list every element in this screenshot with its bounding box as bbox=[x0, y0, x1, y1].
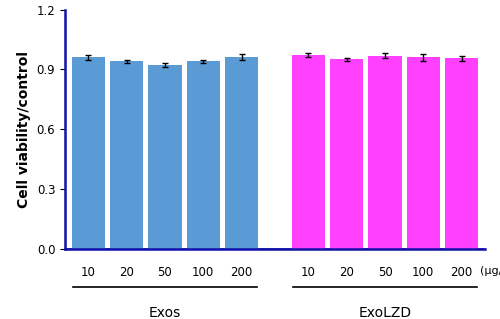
Bar bbox=[225, 57, 258, 249]
Bar bbox=[292, 55, 325, 249]
Bar bbox=[445, 58, 478, 249]
Text: 10: 10 bbox=[81, 265, 96, 278]
Bar bbox=[406, 57, 440, 249]
Y-axis label: Cell viability/control: Cell viability/control bbox=[17, 51, 31, 208]
Bar bbox=[148, 65, 182, 249]
Bar bbox=[330, 59, 364, 249]
Bar bbox=[368, 56, 402, 249]
Text: 100: 100 bbox=[192, 265, 214, 278]
Text: 200: 200 bbox=[230, 265, 252, 278]
Text: 100: 100 bbox=[412, 265, 434, 278]
Bar bbox=[110, 62, 144, 249]
Text: 20: 20 bbox=[340, 265, 354, 278]
Text: Exos: Exos bbox=[149, 306, 181, 319]
Text: ExoLZD: ExoLZD bbox=[358, 306, 412, 319]
Text: 10: 10 bbox=[301, 265, 316, 278]
Text: 200: 200 bbox=[450, 265, 472, 278]
Text: 50: 50 bbox=[158, 265, 172, 278]
Text: 50: 50 bbox=[378, 265, 392, 278]
Bar bbox=[186, 62, 220, 249]
Text: (µg/mL): (µg/mL) bbox=[480, 265, 500, 276]
Bar bbox=[72, 57, 105, 249]
Text: 20: 20 bbox=[120, 265, 134, 278]
